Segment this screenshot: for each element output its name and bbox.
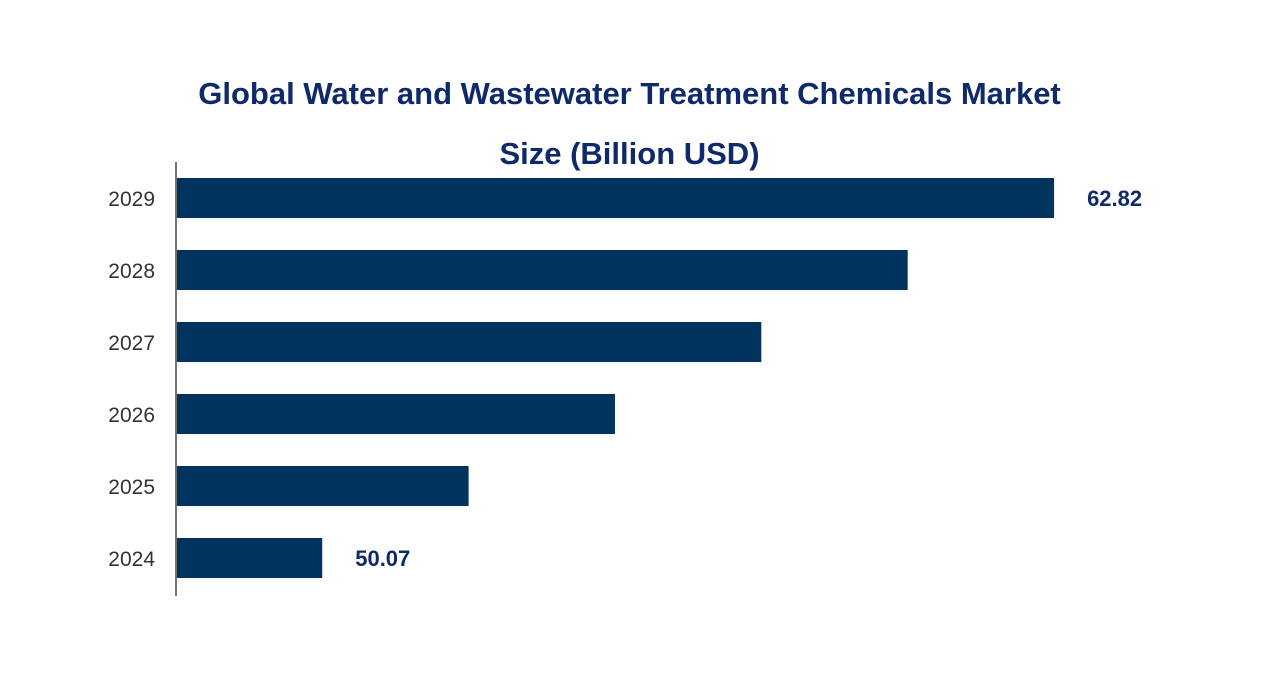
data-label-2029: 62.82 bbox=[1087, 186, 1142, 211]
bar-2028 bbox=[177, 250, 908, 290]
bar-2029 bbox=[177, 178, 1055, 218]
chart-title-line-2: Size (Billion USD) bbox=[499, 136, 760, 171]
bar-2027 bbox=[177, 322, 762, 362]
chart-title-line-1: Global Water and Wastewater Treatment Ch… bbox=[198, 76, 1061, 111]
y-tick-label-2027: 2027 bbox=[108, 332, 155, 355]
bar-2025 bbox=[177, 466, 469, 506]
data-label-2024: 50.07 bbox=[355, 546, 410, 571]
y-tick-label-2025: 2025 bbox=[108, 476, 155, 499]
bar-2024 bbox=[177, 538, 323, 578]
y-tick-label-2029: 2029 bbox=[108, 188, 155, 211]
y-tick-label-2026: 2026 bbox=[108, 404, 155, 427]
y-tick-label-2028: 2028 bbox=[108, 260, 155, 283]
y-tick-label-2024: 2024 bbox=[108, 548, 155, 571]
bar-2026 bbox=[177, 394, 615, 434]
chart-title: Global Water and Wastewater Treatment Ch… bbox=[0, 64, 1259, 184]
